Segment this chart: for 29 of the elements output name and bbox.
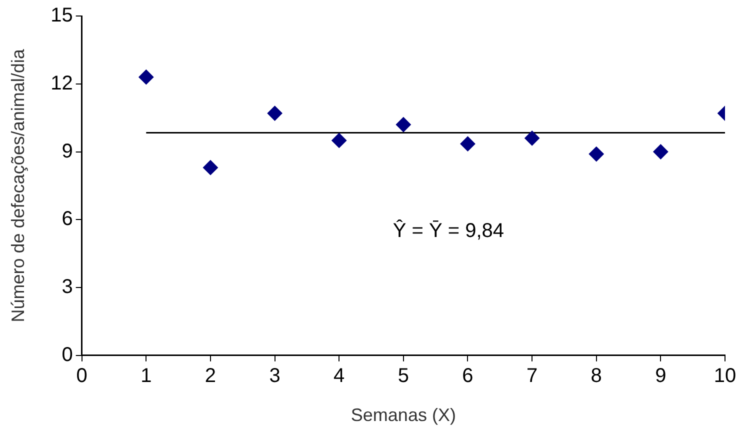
x-tick-label: 9 <box>655 364 666 387</box>
point <box>460 136 476 152</box>
y-tick-label: 0 <box>62 344 73 366</box>
x-tick-label: 5 <box>398 364 409 387</box>
point <box>202 160 218 176</box>
x-tick-label: 10 <box>714 364 736 387</box>
x-tick-label: 6 <box>462 364 474 387</box>
y-tick-label: 12 <box>50 72 73 94</box>
x-tick-label: 3 <box>269 364 280 387</box>
y-tick-label: 15 <box>50 4 73 27</box>
y-axis-title: Número de defecações/animal/dia <box>8 48 28 322</box>
point <box>524 130 540 146</box>
x-tick-label: 4 <box>334 364 345 387</box>
x-axis-title: Semanas (X) <box>350 405 456 426</box>
x-tick-label: 2 <box>204 364 216 387</box>
y-tick-label: 9 <box>62 140 73 162</box>
point <box>653 144 668 160</box>
y-tick-label: 6 <box>62 208 73 230</box>
x-tick-label: 7 <box>526 364 538 387</box>
x-tick-label: 1 <box>140 364 152 387</box>
point <box>396 117 411 132</box>
point <box>588 146 604 162</box>
x-tick-label: 0 <box>76 364 88 387</box>
point <box>332 132 347 148</box>
point <box>267 106 282 121</box>
x-tick-label: 8 <box>590 364 602 387</box>
annotation: Ŷ = Ȳ = 9,84 <box>392 219 504 242</box>
y-tick-label: 3 <box>62 276 73 298</box>
point <box>138 70 154 85</box>
